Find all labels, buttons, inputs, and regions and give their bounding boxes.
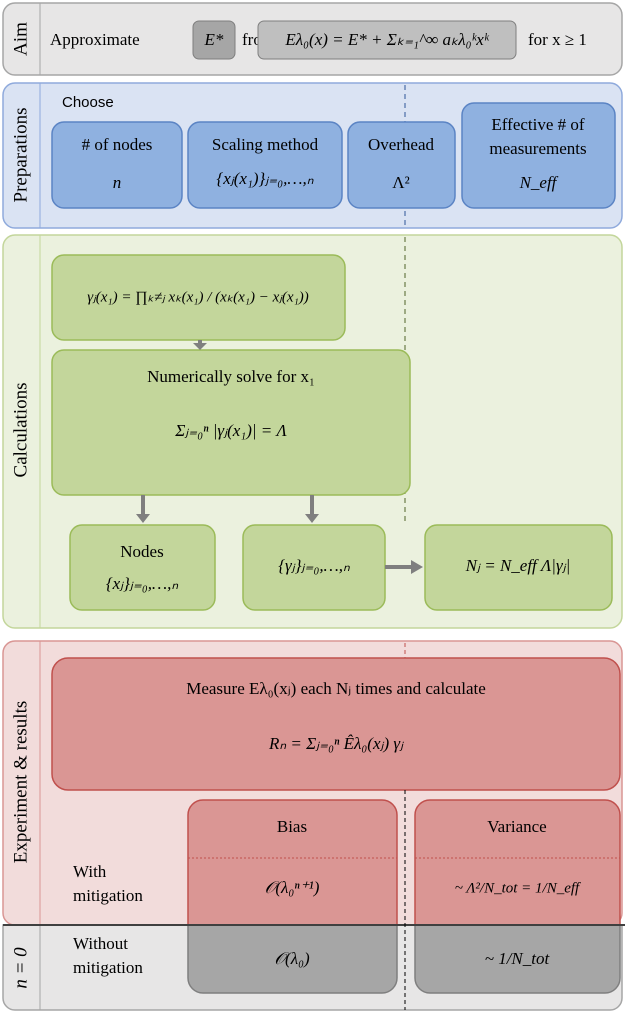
arrowhead [305, 514, 319, 523]
text: Λ² [392, 173, 409, 192]
box [69, 524, 216, 611]
text: for x ≥ 1 [528, 30, 587, 49]
box [347, 121, 456, 209]
text: {γⱼ}ⱼ₌₀,…,ₙ [278, 556, 350, 575]
text: Variance [487, 817, 546, 836]
experiment-label: Experiment & results [10, 701, 31, 864]
box [51, 657, 621, 791]
box [51, 121, 183, 209]
arrowhead [136, 514, 150, 523]
box [414, 924, 621, 994]
text: mitigation [73, 958, 143, 977]
text: {xⱼ}ⱼ₌₀,…,ₙ [106, 574, 179, 593]
text: 𝒪(λ₀) [274, 949, 310, 968]
text: Eλ₀(x) = E* + Σₖ₌₁^∞ aₖλ₀ᵏxᵏ [284, 30, 489, 49]
text: With [73, 862, 107, 881]
text: Scaling method [212, 135, 319, 154]
box [187, 799, 398, 926]
text: N_eff [519, 173, 559, 192]
box [257, 20, 517, 60]
text: γⱼ(x₁) = ∏ₖ≠ⱼ xₖ(x₁) / (xₖ(x₁) − xⱼ(x₁)) [87, 289, 309, 305]
text: Effective # of [491, 115, 584, 134]
text: measurements [489, 139, 586, 158]
text: Σⱼ₌₀ⁿ |γⱼ(x₁)| = Λ [174, 421, 287, 440]
text: Numerically solve for x₁ [147, 367, 315, 386]
text: 𝒪(λ₀ⁿ⁺¹) [265, 878, 320, 897]
box [51, 349, 411, 496]
box [187, 121, 343, 209]
calculations-label: Calculations [10, 383, 31, 478]
text: Without [73, 934, 128, 953]
text: Nⱼ = N_eff Λ|γⱼ| [465, 556, 571, 575]
box [461, 102, 616, 209]
text: ~ Λ²/N_tot = 1/N_eff [455, 880, 581, 896]
box [192, 20, 236, 60]
text: Approximate [50, 30, 140, 49]
text: n [113, 173, 122, 192]
text: # of nodes [82, 135, 153, 154]
text: Measure Eλ₀(xⱼ) each Nⱼ times and calcul… [186, 679, 486, 698]
arrowhead [411, 560, 423, 574]
text: ~ 1/N_tot [485, 949, 551, 968]
preparations-label: Preparations [10, 108, 31, 203]
baseline-label: n = 0 [10, 947, 31, 989]
box [187, 924, 398, 994]
box [424, 524, 613, 611]
text: E* [204, 30, 224, 49]
box [414, 799, 621, 926]
text: Choose [62, 94, 114, 111]
text: Bias [277, 817, 307, 836]
text: mitigation [73, 886, 143, 905]
text: Rₙ = Σⱼ₌₀ⁿ Êλ₀(xⱼ) γⱼ [268, 734, 404, 753]
aim-label: Aim [10, 22, 31, 56]
text: {xⱼ(x₁)}ⱼ₌₀,…,ₙ [216, 169, 313, 188]
arrowhead [193, 343, 207, 350]
text: Nodes [120, 542, 163, 561]
text: Overhead [368, 135, 435, 154]
